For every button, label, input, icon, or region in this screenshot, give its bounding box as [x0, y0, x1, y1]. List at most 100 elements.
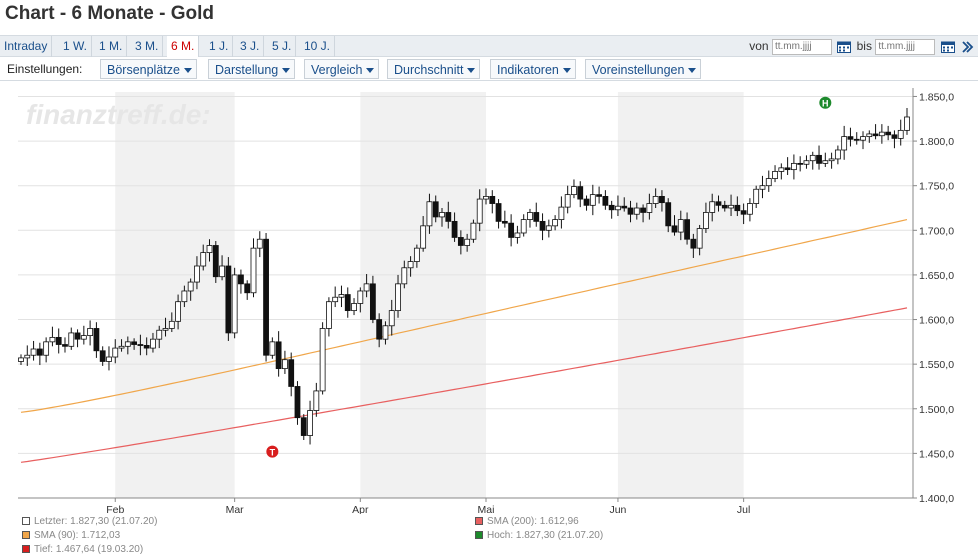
- candle-body: [495, 203, 502, 222]
- tab-3-years[interactable]: 3 J.: [236, 36, 265, 57]
- low-marker-label: T: [270, 448, 276, 458]
- darstellung-dropdown[interactable]: Darstellung: [208, 59, 296, 79]
- candle-body: [357, 290, 364, 304]
- candle-body: [99, 350, 106, 362]
- x-tick-label: Jul: [737, 504, 750, 514]
- darstellung-dropdown-label: Darstellung: [215, 63, 279, 77]
- candle-body: [382, 325, 389, 340]
- candle-body: [212, 245, 219, 278]
- moving-averages: [20, 219, 908, 463]
- from-date-input[interactable]: [771, 38, 832, 55]
- candle-body: [747, 203, 753, 215]
- candle-body: [288, 359, 295, 387]
- candle-body: [715, 201, 722, 206]
- candle-body: [30, 348, 37, 356]
- candle-body: [847, 136, 854, 140]
- candle-body: [112, 347, 119, 358]
- candle-body: [778, 167, 785, 172]
- candle-body: [24, 354, 31, 359]
- price-chart: finanztreff.de: 1.400,0 1.450,0 1.500,0 1.5…: [18, 88, 954, 514]
- vergleich-dropdown[interactable]: Vergleich: [304, 59, 380, 79]
- x-tick-label: Feb: [106, 504, 124, 514]
- legend-high: Hoch: 1.827,30 (21.07.20): [475, 530, 603, 541]
- chevron-down-icon: [467, 68, 476, 73]
- candle-body: [646, 203, 653, 213]
- candle-body: [671, 225, 678, 233]
- candle-body: [571, 186, 577, 196]
- legend-last: Letzter: 1.827,30 (21.07.20): [22, 516, 157, 527]
- period-tabs: Intraday 1 W. 1 M. 3 M. 6 M. 1 J. 3 J. 5…: [0, 35, 978, 57]
- double-chevron-right-icon[interactable]: [960, 40, 974, 54]
- candle-body: [790, 162, 797, 171]
- candle-body: [621, 205, 628, 209]
- candle-body: [74, 332, 81, 340]
- candle-body: [256, 238, 263, 249]
- candle-body: [200, 252, 207, 267]
- candle-body: [206, 245, 213, 254]
- candle-body: [740, 210, 747, 215]
- tab-3-months[interactable]: 3 M.: [131, 36, 164, 57]
- candle-body: [759, 185, 766, 190]
- settings-toolbar: Einstellungen: Börsenplätze Darstellung …: [0, 57, 978, 81]
- legend-sma200-label: SMA (200): 1.612,96: [487, 516, 579, 527]
- candle-body: [545, 225, 552, 231]
- tab-10-years[interactable]: 10 J.: [300, 36, 336, 57]
- candle-body: [684, 219, 690, 240]
- y-tick-label: 1.550,0: [919, 359, 954, 371]
- legend-low: Tief: 1.467,64 (19.03.20): [22, 544, 143, 555]
- page-title: Chart - 6 Monate - Gold: [5, 3, 214, 24]
- candle-body: [690, 238, 697, 249]
- candle-body: [413, 247, 420, 262]
- candle-body: [640, 207, 646, 213]
- to-date-input[interactable]: [875, 38, 936, 55]
- tab-1-year[interactable]: 1 J.: [205, 36, 234, 57]
- y-tick-label: 1.700,0: [919, 225, 954, 237]
- candle-body: [501, 220, 508, 224]
- candle-body: [87, 328, 94, 337]
- candle-body: [432, 201, 439, 218]
- calendar-icon[interactable]: [837, 40, 852, 54]
- candle-body: [282, 359, 288, 370]
- tab-1-month[interactable]: 1 M.: [95, 36, 128, 57]
- calendar-icon[interactable]: [940, 40, 955, 54]
- voreinstellungen-dropdown[interactable]: Voreinstellungen: [585, 59, 702, 79]
- candle-body: [263, 238, 269, 356]
- high-marker: [819, 96, 832, 109]
- tab-5-years[interactable]: 5 J.: [268, 36, 297, 57]
- candle-body: [238, 274, 244, 285]
- boersenplaetze-dropdown[interactable]: Börsenplätze: [100, 59, 197, 79]
- candle-body: [891, 134, 898, 139]
- candle-body: [665, 202, 672, 227]
- candle-body: [300, 417, 307, 436]
- candle-body: [106, 356, 112, 362]
- candle-body: [627, 207, 634, 215]
- candle-body: [451, 220, 458, 238]
- candle-body: [231, 274, 238, 334]
- candles: [18, 108, 910, 445]
- candle-body: [772, 171, 778, 179]
- voreinstellungen-dropdown-label: Voreinstellungen: [592, 63, 685, 77]
- durchschnitt-dropdown[interactable]: Durchschnitt: [387, 59, 481, 79]
- candle-body: [577, 186, 584, 200]
- legend-low-swatch: [22, 545, 30, 553]
- tab-intraday[interactable]: Intraday: [0, 36, 53, 57]
- candle-body: [608, 204, 615, 211]
- candle-body: [168, 320, 175, 329]
- candle-body: [244, 283, 251, 294]
- indikatoren-dropdown[interactable]: Indikatoren: [490, 59, 576, 79]
- candle-body: [420, 225, 427, 249]
- candle-body: [904, 116, 910, 131]
- candle-body: [426, 201, 433, 227]
- candle-body: [721, 204, 728, 209]
- y-tick-label: 1.450,0: [919, 448, 954, 460]
- tab-6-months[interactable]: 6 M.: [167, 36, 200, 57]
- candle-body: [728, 204, 734, 209]
- candle-body: [143, 345, 150, 349]
- candle-body: [508, 222, 515, 238]
- month-band: [115, 92, 235, 498]
- chevron-down-icon: [366, 68, 375, 73]
- candle-body: [470, 222, 477, 240]
- tab-1-week[interactable]: 1 W.: [59, 36, 93, 57]
- candle-body: [602, 195, 609, 206]
- y-tick-label: 1.750,0: [919, 181, 954, 193]
